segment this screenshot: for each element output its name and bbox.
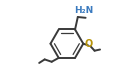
Text: H₂N: H₂N xyxy=(74,6,94,15)
Text: O: O xyxy=(85,39,93,49)
